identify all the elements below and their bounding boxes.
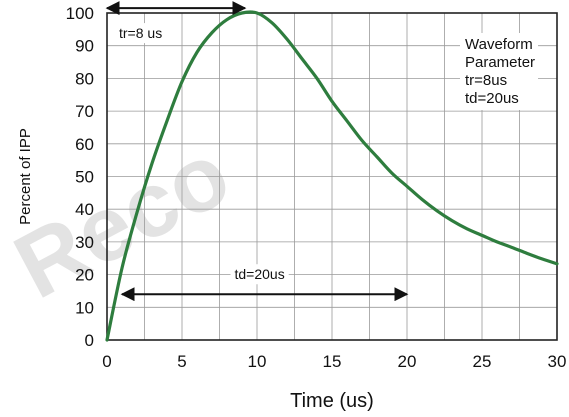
series-line [105,10,559,342]
y-tick-label: 20 [75,266,94,285]
y-tick-label: 40 [75,200,94,219]
watermark: Reco [0,122,246,318]
legend-background [460,33,539,110]
legend-line: Parameter [465,54,535,71]
legend-line: tr=8us [465,72,507,89]
x-axis-title: Time (us) [290,390,374,412]
tr-label: tr=8 us [119,25,162,41]
y-tick-label: 100 [66,4,94,23]
x-tick-label: 10 [248,352,267,371]
legend-line: Waveform [465,36,533,53]
y-axis-title: Percent of IPP [17,128,34,225]
x-tick-label: 15 [323,352,342,371]
x-tick-label: 0 [102,352,111,371]
y-tick-label: 50 [75,168,94,187]
td-label-background [230,264,289,285]
td-label: td=20us [235,266,285,282]
x-tick-label: 5 [177,352,186,371]
x-tick-label: 30 [548,352,567,371]
y-tick-label: 30 [75,233,94,252]
y-tick-label: 80 [75,69,94,88]
y-tick-label: 60 [75,135,94,154]
x-tick-labels: 0 5 10 15 20 25 30 [102,352,566,371]
y-tick-labels: 0 10 20 30 40 50 60 70 80 90 100 [66,4,94,350]
y-tick-label: 0 [85,331,94,350]
x-tick-label: 20 [398,352,417,371]
y-tick-label: 10 [75,298,94,317]
y-tick-label: 70 [75,102,94,121]
plot-frame [106,12,558,341]
y-tick-label: 90 [75,37,94,56]
tr-label-background [115,23,167,44]
legend-line: td=20us [465,90,519,107]
x-tick-label: 25 [473,352,492,371]
